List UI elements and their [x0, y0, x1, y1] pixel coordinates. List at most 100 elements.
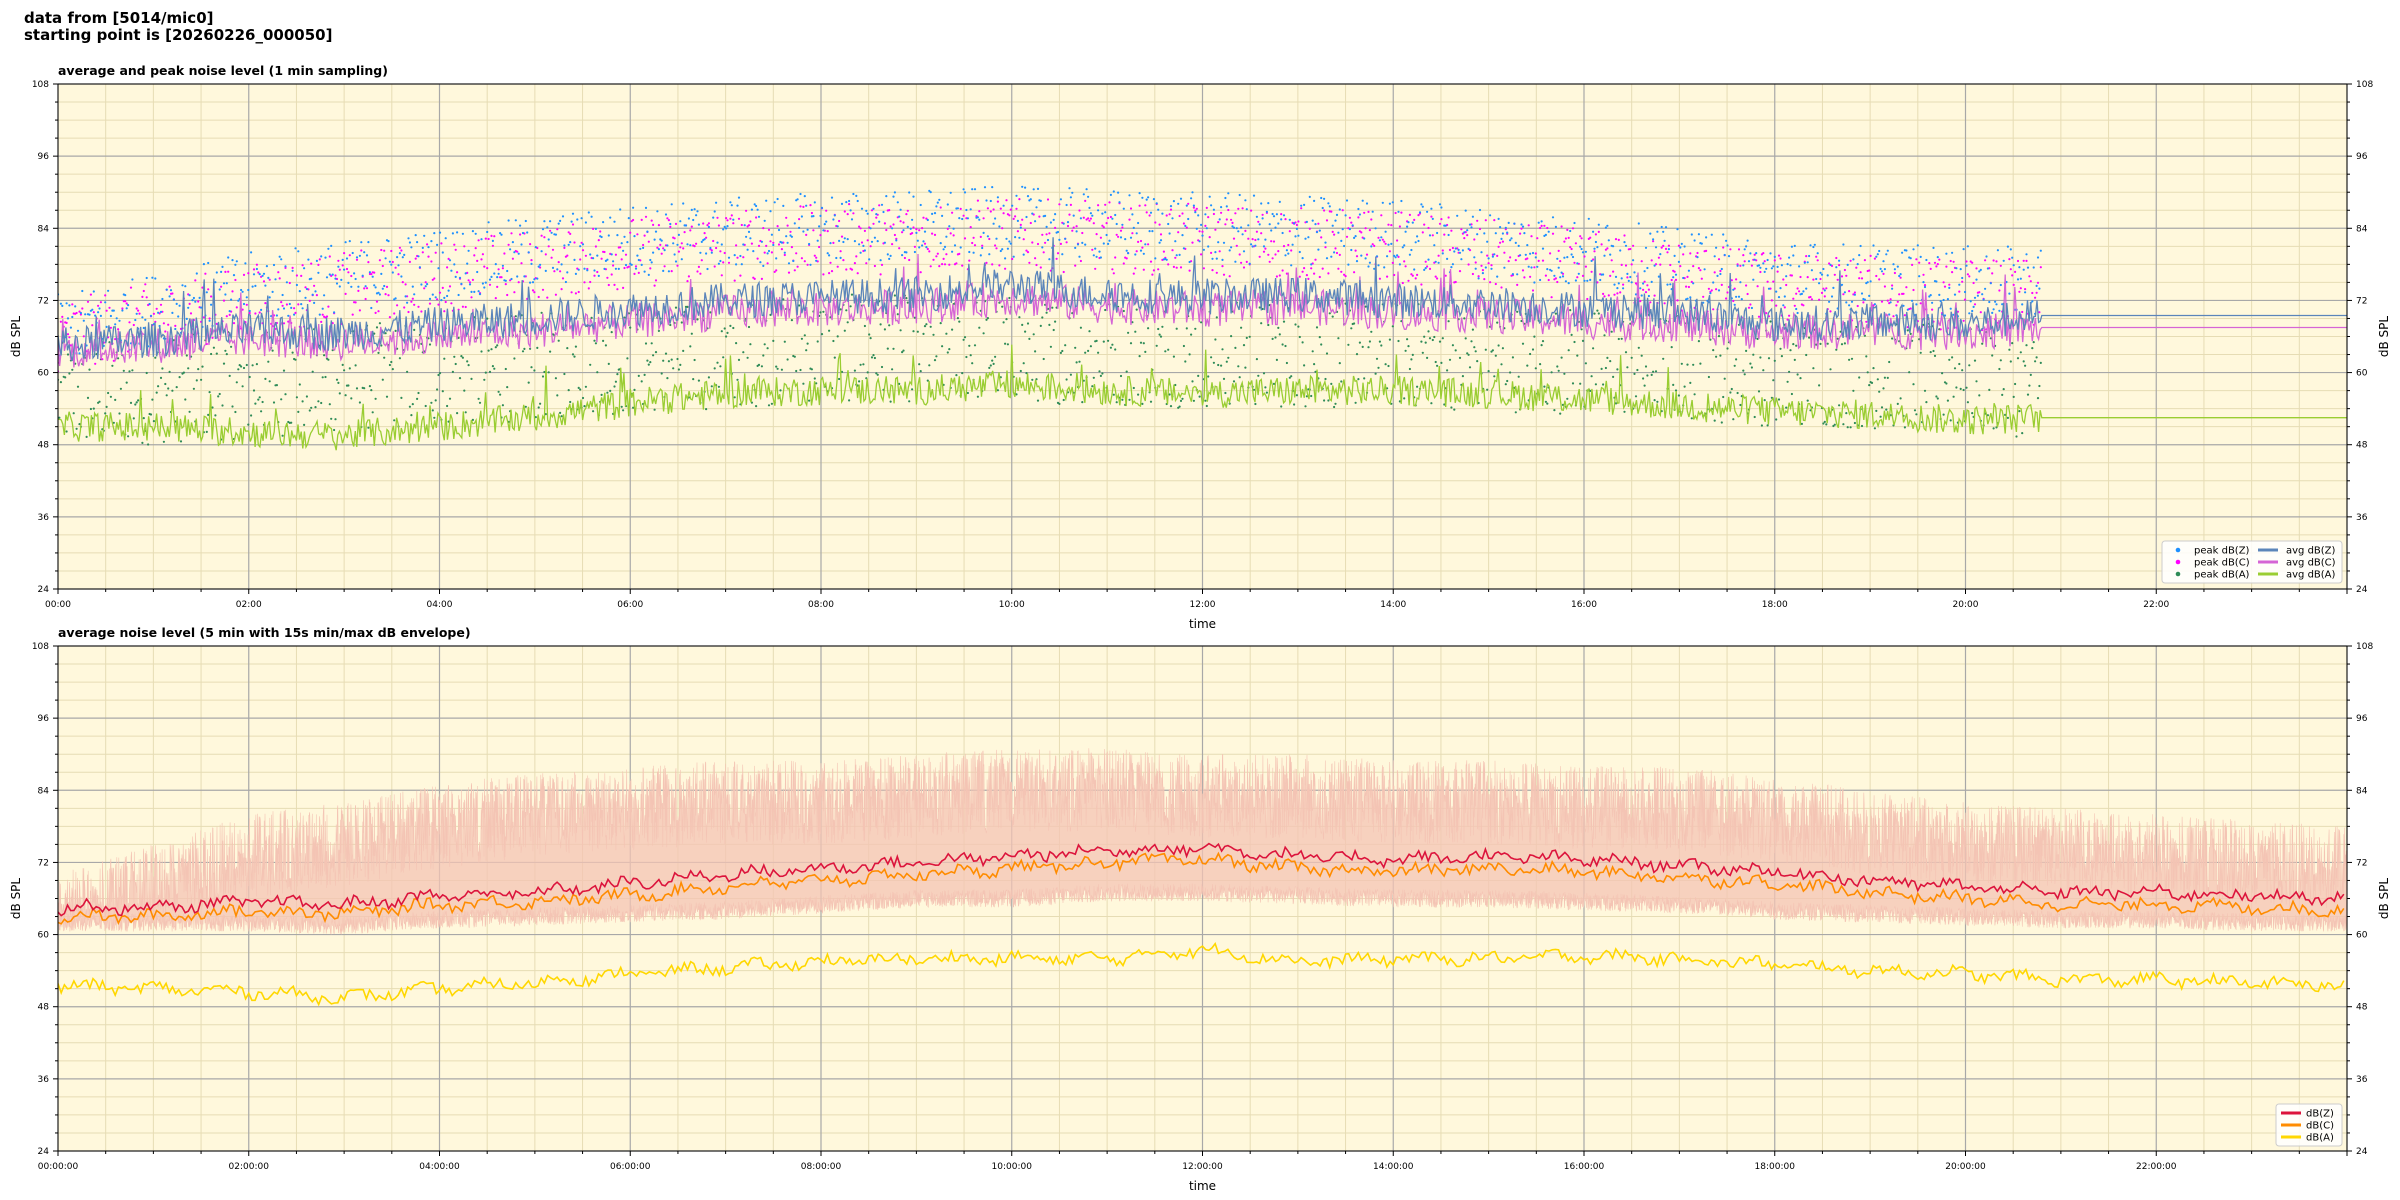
peak-point [725, 335, 728, 338]
series-avg-db-a [58, 344, 2347, 451]
peak-point [1911, 263, 1914, 266]
peak-point [1893, 268, 1896, 271]
peak-point [1919, 302, 1922, 305]
peak-point [1308, 227, 1311, 230]
peak-point [1609, 274, 1612, 277]
peak-point [1757, 315, 1761, 318]
peak-point [1301, 257, 1304, 260]
peak-point [1396, 239, 1399, 242]
peak-point [1440, 361, 1443, 364]
peak-point [474, 247, 477, 250]
peak-point [1391, 261, 1394, 264]
peak-point [1179, 266, 1183, 269]
peak-point [563, 372, 566, 376]
peak-point [1327, 202, 1330, 205]
peak-point [1526, 244, 1529, 247]
peak-point [901, 351, 904, 354]
peak-point [1324, 246, 1327, 249]
peak-point [295, 274, 298, 277]
peak-point [1952, 260, 1955, 263]
peak-point [536, 277, 539, 280]
peak-point [1476, 219, 1479, 222]
peak-point [550, 256, 553, 259]
peak-point [157, 385, 160, 388]
peak-point [697, 223, 701, 226]
peak-point [906, 225, 909, 228]
peak-point [268, 278, 271, 281]
peak-point [1809, 295, 1812, 299]
peak-point [1652, 370, 1655, 373]
peak-point [387, 240, 390, 243]
peak-point [589, 363, 592, 366]
peak-point [1079, 259, 1082, 263]
peak-point [1350, 221, 1353, 224]
peak-point [1634, 293, 1638, 296]
peak-point [1257, 374, 1260, 377]
peak-point [878, 220, 881, 223]
peak-point [1212, 208, 1215, 211]
peak-point [938, 265, 941, 268]
peak-point [1509, 371, 1512, 374]
peak-point [398, 357, 401, 360]
peak-point [1384, 230, 1387, 233]
peak-point [135, 307, 138, 310]
xtick-label: 00:00:00 [38, 1162, 79, 1172]
peak-point [909, 227, 912, 230]
peak-point [488, 283, 492, 286]
peak-point [1001, 305, 1004, 308]
peak-point [594, 227, 598, 230]
peak-point [955, 374, 958, 377]
peak-point [1487, 370, 1490, 373]
peak-point [1097, 204, 1100, 207]
peak-point [966, 217, 970, 220]
peak-point [388, 316, 391, 319]
peak-point [1401, 281, 1404, 285]
peak-point [1739, 281, 1742, 284]
peak-point [1497, 217, 1500, 220]
peak-point [1295, 223, 1298, 227]
peak-point [509, 279, 512, 282]
peak-point [1255, 215, 1258, 218]
peak-point [310, 277, 313, 280]
peak-point [1284, 344, 1287, 348]
peak-point [1175, 327, 1178, 330]
peak-point [159, 310, 163, 313]
peak-point [1167, 263, 1170, 266]
peak-point [1969, 300, 1972, 303]
peak-point [533, 291, 536, 294]
peak-point [1886, 376, 1889, 379]
peak-point [1898, 293, 1901, 296]
peak-point [849, 209, 852, 212]
peak-point [858, 225, 861, 228]
peak-point [1185, 226, 1188, 229]
peak-point [706, 224, 709, 227]
peak-point [290, 421, 293, 424]
peak-point [1388, 250, 1391, 253]
peak-point [1084, 243, 1087, 246]
peak-point [375, 300, 379, 303]
peak-point [1438, 340, 1442, 343]
peak-point [285, 303, 288, 306]
peak-point [1604, 366, 1607, 370]
peak-point [393, 312, 396, 315]
peak-point [546, 296, 549, 299]
peak-point [446, 404, 449, 408]
peak-point [1232, 380, 1236, 383]
peak-point [760, 365, 764, 368]
peak-point [1016, 219, 1020, 222]
peak-point [1793, 244, 1796, 247]
peak-point [360, 249, 363, 252]
xtick-label: 16:00 [1571, 600, 1597, 610]
peak-point [736, 256, 739, 259]
peak-point [689, 229, 692, 232]
peak-point [1244, 229, 1247, 232]
peak-point [1427, 226, 1430, 230]
peak-point [154, 356, 157, 359]
peak-point [1135, 232, 1138, 235]
peak-point [1922, 273, 1925, 276]
peak-point [523, 275, 526, 278]
peak-point [424, 281, 427, 284]
peak-point [338, 268, 341, 271]
peak-point [1822, 267, 1825, 271]
peak-point [1692, 282, 1695, 285]
